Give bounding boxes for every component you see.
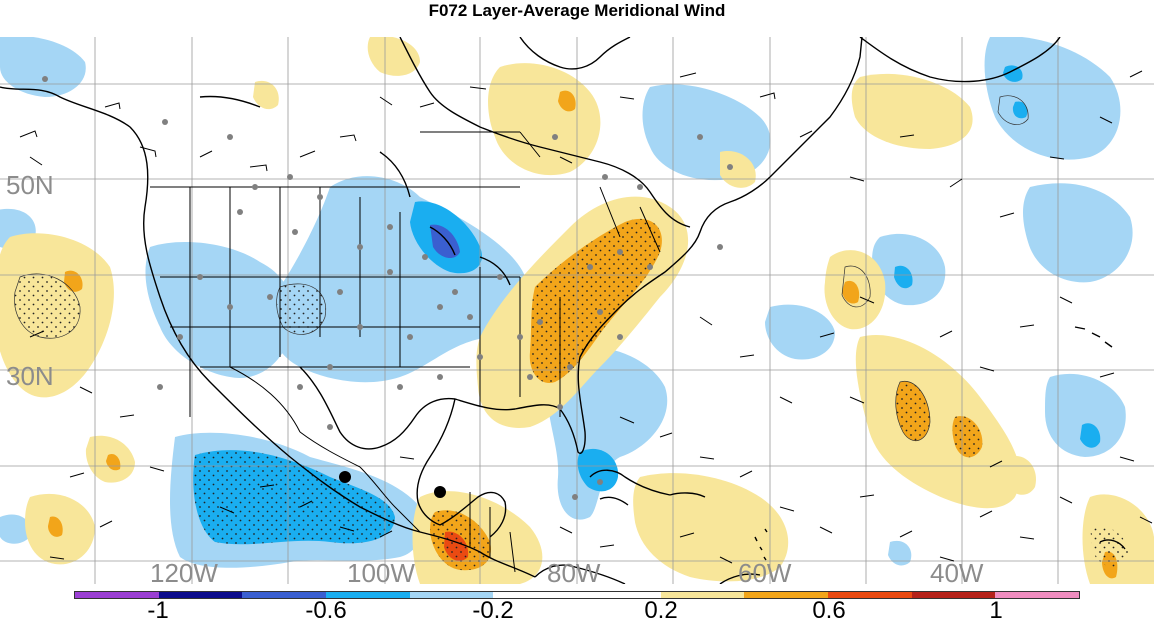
colorbar-label-0-2: 0.2 [644,597,678,624]
colorbar-segment-2 [242,592,327,598]
colorbar-label-neg-0-6: -0.6 [305,597,347,624]
lat-label-50n: 50N [6,170,54,200]
colorbar-label-1: 1 [989,597,1003,624]
lon-label-60w: 60W [738,558,792,584]
colorbar-segment-11 [995,592,1080,598]
colorbar-segment-9 [828,592,912,598]
lon-label-100w: 100W [347,558,415,584]
coastlines [0,37,1126,584]
stippling [14,218,1129,571]
wind-barbs [19,70,1153,564]
colorbar-segment-3 [326,592,410,598]
colorbar-segment-5 [493,592,578,598]
lon-label-120w: 120W [150,558,218,584]
meridional-wind-map: 50N 30N 120W 100W 80W 60W 40W [0,37,1154,584]
colorbar-segment-0 [75,592,159,598]
map-panel: 50N 30N 120W 100W 80W 60W 40W [0,37,1154,584]
location-marker [434,486,446,498]
colorbar-label-neg-0-2: -0.2 [472,597,514,624]
negative-wind-shading [0,37,1133,568]
colorbar-segment-1 [158,592,243,598]
colorbar [74,591,1080,599]
grid-labels: 50N 30N 120W 100W 80W 60W 40W [6,170,984,584]
lon-label-80w: 80W [547,558,601,584]
lat-label-30n: 30N [6,361,54,391]
location-marker [339,471,351,483]
colorbar-segment-4 [409,592,494,598]
chart-title: F072 Layer-Average Meridional Wind [428,1,726,20]
contour-lines [14,95,1029,442]
colorbar-segment-8 [744,592,829,598]
colorbar-segment-10 [911,592,996,598]
colorbar-label-0-6: 0.6 [812,597,846,624]
lon-label-40w: 40W [930,558,984,584]
colorbar-segment-7 [660,592,745,598]
colorbar-label-neg-1: -1 [147,597,169,624]
station-dots [42,76,733,500]
political-borders [150,131,661,573]
colorbar-segment-6 [577,592,661,598]
